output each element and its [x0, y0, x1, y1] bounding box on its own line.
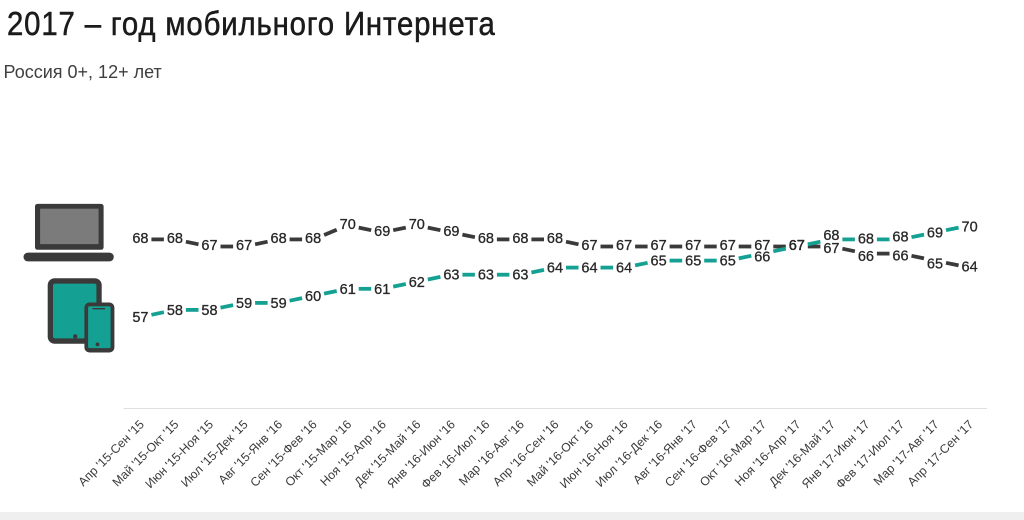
svg-text:67: 67	[823, 241, 839, 257]
svg-text:70: 70	[962, 220, 978, 236]
svg-text:65: 65	[720, 254, 736, 270]
svg-text:66: 66	[858, 249, 874, 265]
svg-text:70: 70	[409, 217, 425, 233]
svg-text:66: 66	[754, 250, 770, 266]
svg-text:61: 61	[340, 282, 356, 298]
svg-text:67: 67	[616, 238, 632, 254]
svg-text:64: 64	[616, 261, 632, 277]
svg-text:67: 67	[581, 238, 597, 254]
svg-text:68: 68	[892, 230, 908, 246]
svg-text:58: 58	[167, 303, 183, 319]
svg-text:68: 68	[305, 231, 321, 247]
svg-text:70: 70	[340, 217, 356, 233]
svg-text:69: 69	[927, 225, 943, 241]
svg-text:69: 69	[374, 224, 390, 240]
svg-text:59: 59	[236, 296, 252, 312]
svg-text:68: 68	[512, 231, 528, 247]
svg-text:68: 68	[823, 228, 839, 244]
svg-text:67: 67	[201, 238, 217, 254]
svg-text:68: 68	[858, 232, 874, 248]
svg-text:58: 58	[201, 303, 217, 319]
svg-text:67: 67	[651, 238, 667, 254]
svg-text:63: 63	[512, 268, 528, 284]
svg-text:57: 57	[132, 310, 148, 326]
svg-text:64: 64	[547, 261, 563, 277]
svg-text:66: 66	[892, 248, 908, 264]
svg-text:68: 68	[132, 231, 148, 247]
svg-text:63: 63	[443, 268, 459, 284]
svg-text:65: 65	[651, 254, 667, 270]
svg-text:65: 65	[685, 254, 701, 270]
svg-text:68: 68	[167, 231, 183, 247]
svg-text:64: 64	[962, 260, 978, 276]
svg-text:65: 65	[927, 257, 943, 273]
svg-text:69: 69	[443, 224, 459, 240]
svg-text:63: 63	[478, 268, 494, 284]
svg-text:67: 67	[720, 238, 736, 254]
svg-text:67: 67	[236, 238, 252, 254]
svg-text:68: 68	[271, 231, 287, 247]
svg-text:60: 60	[305, 289, 321, 305]
svg-text:68: 68	[547, 231, 563, 247]
svg-text:68: 68	[478, 231, 494, 247]
svg-text:61: 61	[374, 282, 390, 298]
svg-text:64: 64	[581, 261, 597, 277]
svg-text:67: 67	[685, 238, 701, 254]
svg-text:62: 62	[409, 275, 425, 291]
svg-text:67: 67	[789, 238, 805, 254]
svg-text:59: 59	[271, 296, 287, 312]
svg-text:67: 67	[789, 238, 805, 254]
svg-text:67: 67	[754, 238, 770, 254]
